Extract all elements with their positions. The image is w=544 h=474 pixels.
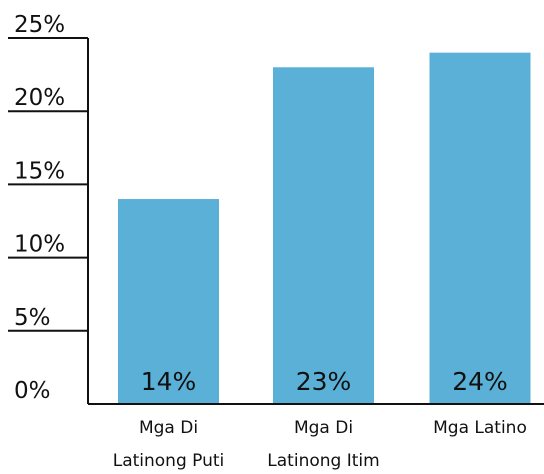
y-tick-label: 5% xyxy=(14,305,51,331)
y-tick-label: 0% xyxy=(14,378,51,404)
bars xyxy=(118,52,531,404)
category-label-line: Mga Di xyxy=(139,418,198,438)
y-axis: 0% 5% 10% 15% 20% 25% xyxy=(8,12,89,404)
category-label: Mga Latino xyxy=(433,418,527,438)
bar xyxy=(273,67,374,404)
bar-value-label: 23% xyxy=(296,367,352,396)
category-label-line: Mga Di xyxy=(294,418,353,438)
category-label-line: Latinong Itim xyxy=(267,451,379,471)
bar-value-label: 24% xyxy=(452,367,508,396)
y-tick-label: 25% xyxy=(14,12,65,38)
category-label-line: Mga Latino xyxy=(433,418,527,438)
y-tick-label: 10% xyxy=(14,232,65,258)
bar xyxy=(429,52,531,404)
category-label: Mga Di Latinong Puti xyxy=(113,418,225,471)
y-tick-label: 15% xyxy=(14,158,65,184)
category-label-line: Latinong Puti xyxy=(113,451,225,471)
bar-value-label: 14% xyxy=(141,367,197,396)
y-tick-label: 20% xyxy=(14,85,65,111)
value-labels: 14% 23% 24% xyxy=(141,367,508,396)
bar xyxy=(118,199,219,404)
category-label: Mga Di Latinong Itim xyxy=(267,418,379,471)
